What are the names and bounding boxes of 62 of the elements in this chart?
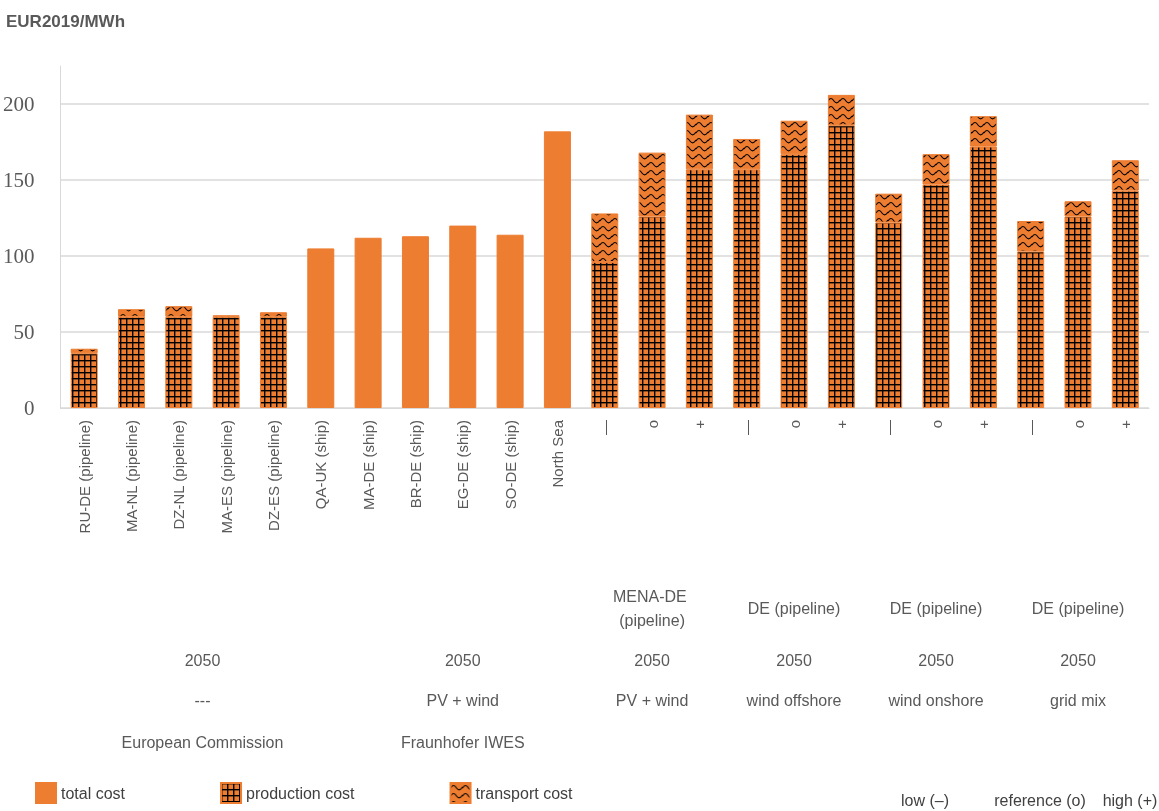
text: wind onshore [887, 691, 984, 709]
x-tick-label: SO-DE (ship) [501, 420, 519, 510]
text: 2050 [776, 651, 812, 669]
x-tick-label: + [832, 419, 850, 429]
bar [401, 236, 429, 408]
bar [70, 353, 98, 408]
x-tick-label: EG-DE (ship) [454, 420, 472, 510]
y-tick-label: 50 [13, 320, 35, 344]
x-tick-label: — [738, 420, 756, 435]
text: high (+) [1102, 791, 1158, 809]
bar [259, 316, 287, 408]
text: reference (o) [994, 791, 1086, 809]
legend-label: total cost [61, 784, 126, 802]
text: PV + wind [426, 691, 500, 709]
text: European Commission [121, 733, 284, 751]
bar [307, 248, 335, 408]
x-tick-label: — [1022, 420, 1040, 435]
x-tick-label: MA-ES (pipeline) [217, 420, 235, 534]
x-tick-label: DZ-NL (pipeline) [170, 420, 188, 530]
bar [449, 225, 477, 408]
x-tick-label: North Sea [548, 419, 566, 488]
x-tick-label: — [596, 420, 614, 435]
x-tick-label: — [880, 420, 898, 435]
text: 2050 [1060, 651, 1096, 669]
bar [212, 316, 240, 408]
x-tick-label: + [690, 419, 708, 429]
text: Fraunhofer IWES [400, 733, 525, 751]
x-tick-label: DZ-ES (pipeline) [264, 420, 282, 531]
legend-label: production cost [246, 784, 356, 802]
x-tick-label: MA-NL (pipeline) [122, 420, 140, 532]
bar [354, 237, 382, 408]
text: DE (pipeline) [1031, 599, 1125, 617]
bar [543, 131, 571, 408]
x-tick-label: BR-DE (ship) [406, 420, 424, 509]
text: PV + wind [615, 691, 689, 709]
y-tick-label: 0 [24, 396, 35, 420]
y-tick-label: 200 [3, 92, 35, 116]
text: low (–) [900, 791, 950, 809]
text: wind offshore [745, 691, 842, 709]
text: MENA-DE (pipeline) [612, 587, 692, 629]
bar [496, 234, 524, 408]
text: DE (pipeline) [747, 599, 841, 617]
x-tick-label: + [1116, 419, 1134, 429]
x-tick-label: o [785, 420, 803, 429]
x-tick-label: o [927, 420, 945, 429]
x-tick-label: RU-DE (pipeline) [75, 420, 93, 534]
text: --- [194, 691, 211, 709]
text: 2050 [634, 651, 670, 669]
legend-label: transport cost [475, 784, 574, 802]
text: 2050 [184, 651, 221, 669]
text: 2050 [444, 651, 481, 669]
text: grid mix [1050, 691, 1107, 709]
text: DE (pipeline) [889, 599, 983, 617]
text: 2050 [918, 651, 954, 669]
x-tick-label: + [974, 419, 992, 429]
y-axis-title: EUR2019/MWh [6, 12, 126, 31]
x-tick-label: o [1069, 420, 1087, 429]
x-tick-label: o [643, 420, 661, 429]
y-tick-label: 100 [3, 244, 35, 268]
y-tick-label: 150 [3, 168, 35, 192]
x-tick-label: QA-UK (ship) [312, 420, 330, 510]
x-tick-label: MA-DE (ship) [359, 420, 377, 511]
